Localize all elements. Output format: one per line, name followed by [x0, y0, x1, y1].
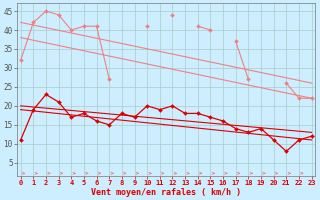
X-axis label: Vent moyen/en rafales ( km/h ): Vent moyen/en rafales ( km/h ): [91, 188, 241, 197]
